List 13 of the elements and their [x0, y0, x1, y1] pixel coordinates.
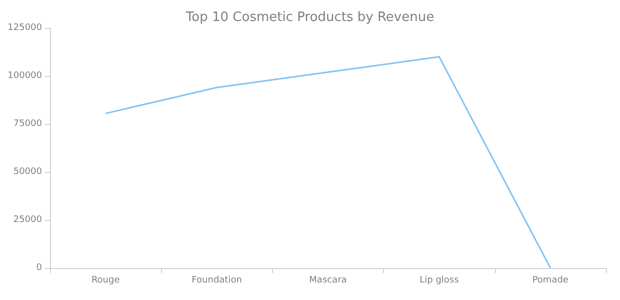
x-tick-label: Foundation — [192, 276, 242, 286]
x-tick-label: Rouge — [91, 276, 120, 286]
x-tick-label: Lip gloss — [420, 276, 460, 286]
chart-title: Top 10 Cosmetic Products by Revenue — [184, 10, 434, 25]
y-tick-label: 0 — [36, 263, 42, 273]
x-tick-label: Pomade — [532, 276, 569, 286]
x-tick-label: Mascara — [309, 276, 347, 286]
y-tick-label: 75000 — [13, 119, 42, 129]
y-tick-label: 100000 — [8, 71, 42, 81]
line-series — [104, 56, 552, 269]
y-tick-label: 25000 — [13, 215, 42, 225]
y-tick-label: 125000 — [8, 23, 42, 33]
y-tick-label: 50000 — [13, 167, 42, 177]
